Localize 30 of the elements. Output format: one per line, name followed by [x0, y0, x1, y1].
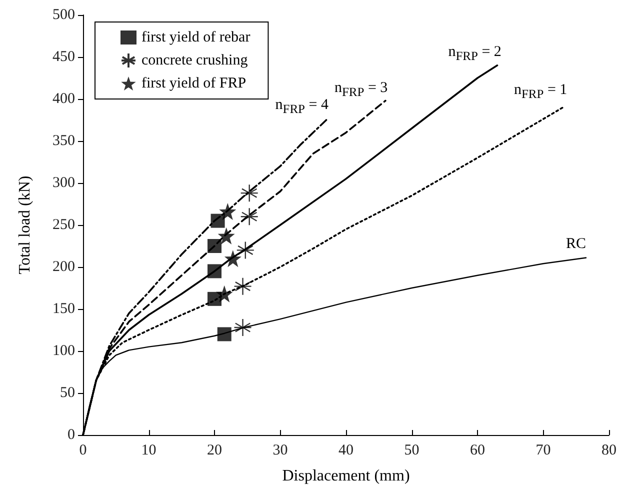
- x-tick-label: 80: [602, 442, 616, 458]
- series-label: RC: [566, 236, 586, 252]
- series-label: n$_{FRP}$ = 4: [275, 97, 328, 116]
- x-tick-label: 20: [207, 442, 222, 458]
- y-tick-label: 300: [52, 175, 75, 191]
- x-tick-label: 30: [272, 442, 288, 458]
- x-tick-label: 60: [470, 442, 485, 458]
- y-tick-label: 500: [52, 7, 75, 23]
- y-tick-label: 150: [52, 301, 75, 317]
- x-tick-label: 40: [338, 442, 354, 458]
- x-axis-title: Displacement (mm): [282, 468, 410, 484]
- x-tick-label: 0: [79, 442, 87, 458]
- legend-label: first yield of FRP: [142, 76, 246, 92]
- x-tick-label: 70: [536, 442, 551, 458]
- x-tick-label: 10: [141, 442, 156, 458]
- x-tick-label: 50: [404, 442, 420, 458]
- legend-label: concrete crushing: [142, 52, 248, 68]
- series-label: n$_{FRP}$ = 2: [448, 44, 502, 64]
- series-label: n$_{FRP}$ = 1: [514, 82, 568, 102]
- y-tick-label: 100: [52, 343, 75, 359]
- y-axis-title: Total load (kN): [16, 176, 34, 274]
- y-tick-label: 250: [52, 217, 75, 233]
- legend-label: first yield of rebar: [142, 30, 250, 46]
- y-tick-label: 450: [52, 49, 75, 65]
- y-tick-label: 0: [68, 427, 75, 443]
- y-tick-label: 200: [52, 259, 75, 275]
- y-tick-label: 400: [52, 91, 75, 107]
- y-tick-label: 350: [52, 133, 75, 149]
- series-label: n$_{FRP}$ = 3: [334, 80, 388, 99]
- y-tick-label: 50: [60, 385, 75, 401]
